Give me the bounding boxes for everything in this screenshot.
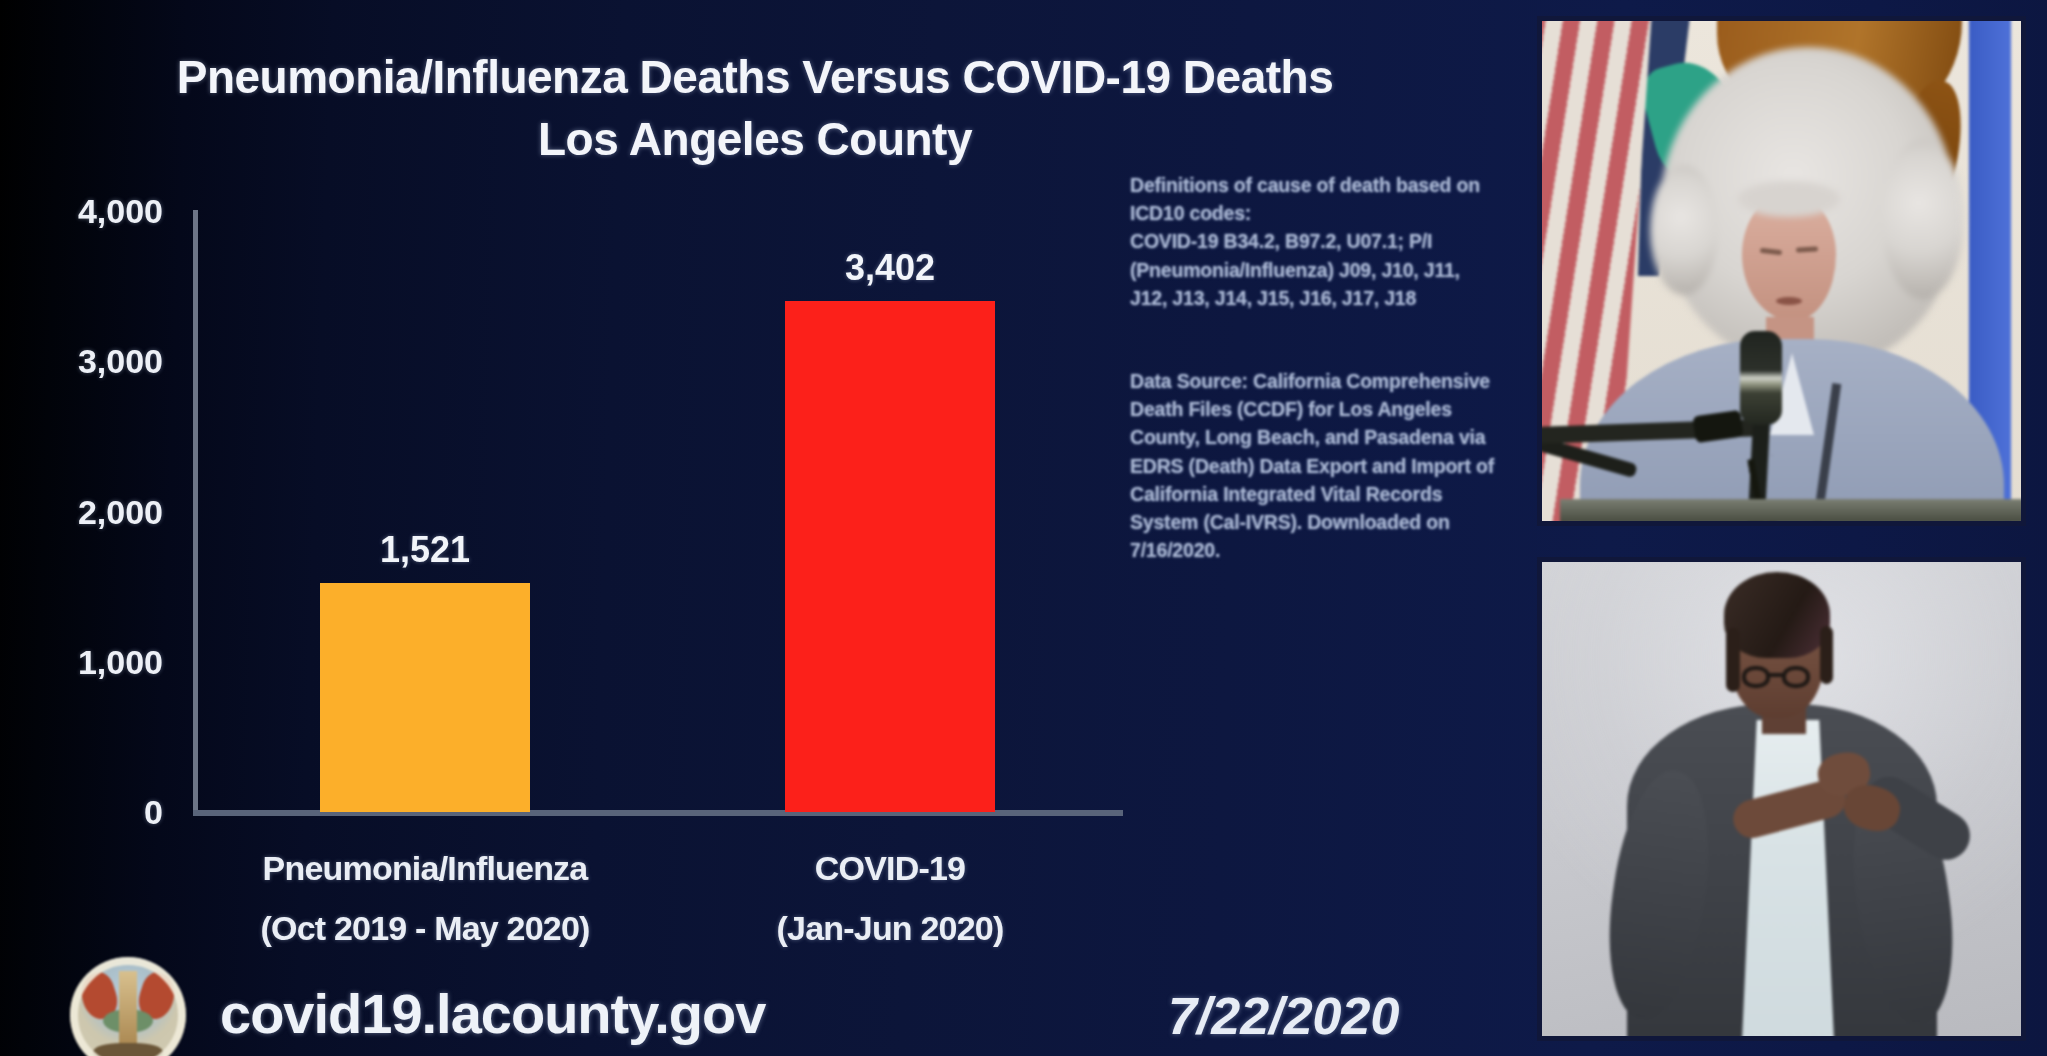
y-axis-tick-label: 0 [25,790,163,834]
category-label: Pneumonia/Influenza [185,838,665,898]
broadcast-frame: Pneumonia/Influenza Deaths Versus COVID-… [0,0,2047,1056]
note-line: Definitions of cause of death based on [1130,171,1480,199]
bar-value-label: 1,521 [260,529,590,571]
interpreter-video-panel [1537,557,2026,1041]
speaker-video-still [1542,21,2021,521]
chart-title: Pneumonia/Influenza Deaths Versus COVID-… [55,46,1455,170]
chart-title-line2: Los Angeles County [55,108,1455,170]
note-line: California Integrated Vital Records [1130,480,1494,508]
y-axis-tick-label: 4,000 [25,189,163,233]
note-line: Data Source: California Comprehensive [1130,367,1494,395]
category-sublabel: (Jan-Jun 2020) [650,898,1130,958]
x-category-covid19: COVID-19 (Jan-Jun 2020) [650,838,1130,958]
x-category-pneumonia-influenza: Pneumonia/Influenza (Oct 2019 - May 2020… [185,838,665,958]
microphone [1740,331,1782,425]
footer-date: 7/22/2020 [1168,986,1399,1046]
note-line: 7/16/2020. [1130,536,1494,564]
interpreter-video-still [1542,562,2021,1036]
bar-covid19 [785,301,995,812]
bar-value-label: 3,402 [725,247,1055,289]
note-line: County, Long Beach, and Pasadena via [1130,423,1494,451]
note-line: COVID-19 B34.2, B97.2, U07.1; P/I [1130,227,1480,255]
data-source-note: Data Source: California Comprehensive De… [1130,367,1494,564]
note-line: J12, J13, J14, J15, J16, J17, J18 [1130,284,1480,312]
note-line: ICD10 codes: [1130,199,1480,227]
footer-url: covid19.lacounty.gov [220,981,765,1046]
note-line: Death Files (CCDF) for Los Angeles [1130,395,1494,423]
definitions-note: Definitions of cause of death based on I… [1130,171,1480,312]
y-axis-tick-label: 3,000 [25,339,163,383]
category-label: COVID-19 [650,838,1130,898]
y-axis-line [193,210,198,815]
note-line: System (Cal-IVRS). Downloaded on [1130,508,1494,536]
y-axis-tick-label: 1,000 [25,640,163,684]
bar-pneumonia-influenza [320,583,530,812]
la-county-seal-icon [70,957,186,1056]
note-line: EDRS (Death) Data Export and Import of [1130,452,1494,480]
speaker-video-panel [1537,16,2026,526]
category-sublabel: (Oct 2019 - May 2020) [185,898,665,958]
note-line: (Pneumonia/Influenza) J09, J10, J11, [1130,256,1480,284]
chart-title-line1: Pneumonia/Influenza Deaths Versus COVID-… [55,46,1455,108]
bar-group-pneumonia-influenza: 1,521 [320,192,530,812]
y-axis-tick-label: 2,000 [25,490,163,534]
bar-group-covid19: 3,402 [785,192,995,812]
